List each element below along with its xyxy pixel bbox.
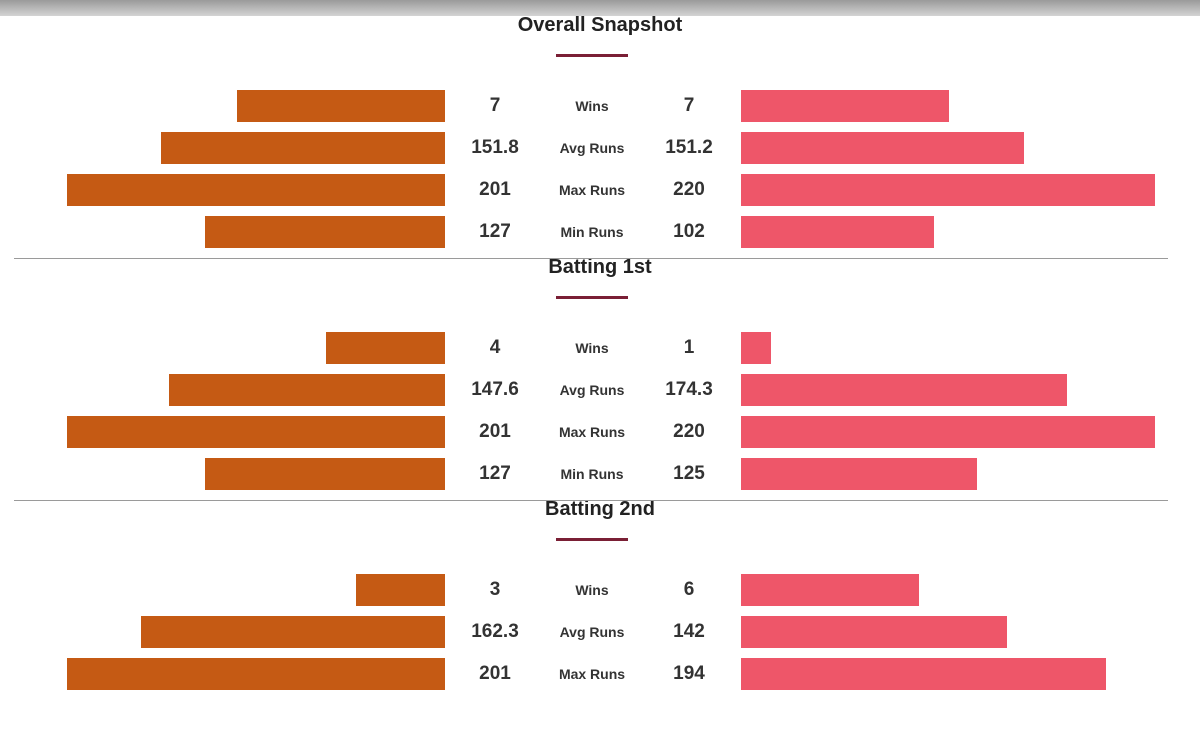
metric-label: Avg Runs (559, 624, 625, 640)
top-shadow-bar (0, 0, 1200, 16)
value-right: 125 (673, 463, 705, 484)
metric-row: 127 Min Runs 102 (0, 216, 1200, 248)
bar-right (741, 132, 1024, 164)
value-left: 151.8 (471, 137, 519, 158)
bar-left (67, 174, 445, 206)
value-right: 194 (673, 663, 705, 684)
metric-label: Wins (575, 98, 609, 114)
metric-row: 151.8 Avg Runs 151.2 (0, 132, 1200, 164)
value-right: 220 (673, 421, 705, 442)
bar-right (741, 658, 1106, 690)
metric-label: Max Runs (558, 424, 626, 440)
title-underline (556, 538, 628, 541)
bar-right (741, 216, 934, 248)
bar-right (741, 174, 1155, 206)
section-0: Overall Snapshot 7 Wins 7 151.8 Avg Runs 151.2… (0, 14, 1200, 254)
section-title: Batting 2nd (545, 498, 655, 520)
value-left: 162.3 (471, 621, 519, 642)
metric-row: 201 Max Runs 220 (0, 416, 1200, 448)
bar-left (67, 658, 445, 690)
metric-row: 4 Wins 1 (0, 332, 1200, 364)
metric-row: 201 Max Runs 220 (0, 174, 1200, 206)
value-right: 174.3 (665, 379, 713, 400)
metric-row: 127 Min Runs 125 (0, 458, 1200, 490)
value-left: 3 (489, 579, 501, 600)
value-left: 127 (479, 463, 511, 484)
bar-left (161, 132, 445, 164)
section-title: Overall Snapshot (517, 14, 683, 36)
value-right: 6 (683, 579, 695, 600)
metric-label: Max Runs (558, 182, 626, 198)
bar-right (741, 90, 949, 122)
value-right: 7 (683, 95, 695, 116)
section-divider (14, 258, 1168, 259)
title-underline (556, 296, 628, 299)
bar-left (169, 374, 445, 406)
bar-left (237, 90, 445, 122)
bar-left (205, 216, 445, 248)
bar-left (326, 332, 445, 364)
section-divider (14, 500, 1168, 501)
metric-label: Min Runs (560, 466, 624, 482)
value-left: 7 (489, 95, 501, 116)
value-right: 151.2 (665, 137, 713, 158)
metric-row: 3 Wins 6 (0, 574, 1200, 606)
bar-right (741, 616, 1007, 648)
value-left: 4 (489, 337, 501, 358)
metric-label: Wins (575, 340, 609, 356)
bar-right (741, 374, 1067, 406)
section-2: Batting 2nd 3 Wins 6 162.3 Avg Runs 142 201 Max … (0, 498, 1200, 738)
value-right: 142 (673, 621, 705, 642)
metric-row: 201 Max Runs 194 (0, 658, 1200, 690)
section-title: Batting 1st (548, 256, 652, 278)
value-right: 220 (673, 179, 705, 200)
metric-row: 7 Wins 7 (0, 90, 1200, 122)
bar-right (741, 458, 977, 490)
section-1: Batting 1st 4 Wins 1 147.6 Avg Runs 174.3 201 Ma… (0, 256, 1200, 496)
value-left: 201 (479, 421, 511, 442)
metric-label: Wins (575, 582, 609, 598)
value-right: 1 (683, 337, 695, 358)
value-right: 102 (673, 221, 705, 242)
bar-right (741, 574, 919, 606)
value-left: 147.6 (471, 379, 519, 400)
metric-row: 162.3 Avg Runs 142 (0, 616, 1200, 648)
title-underline (556, 54, 628, 57)
metric-row: 147.6 Avg Runs 174.3 (0, 374, 1200, 406)
metric-label: Avg Runs (559, 382, 625, 398)
metric-label: Min Runs (560, 224, 624, 240)
metric-label: Avg Runs (559, 140, 625, 156)
value-left: 201 (479, 663, 511, 684)
bar-left (356, 574, 445, 606)
bar-right (741, 332, 771, 364)
metric-label: Max Runs (558, 666, 626, 682)
bar-left (141, 616, 445, 648)
bar-right (741, 416, 1155, 448)
bar-left (67, 416, 445, 448)
value-left: 201 (479, 179, 511, 200)
bar-left (205, 458, 445, 490)
value-left: 127 (479, 221, 511, 242)
